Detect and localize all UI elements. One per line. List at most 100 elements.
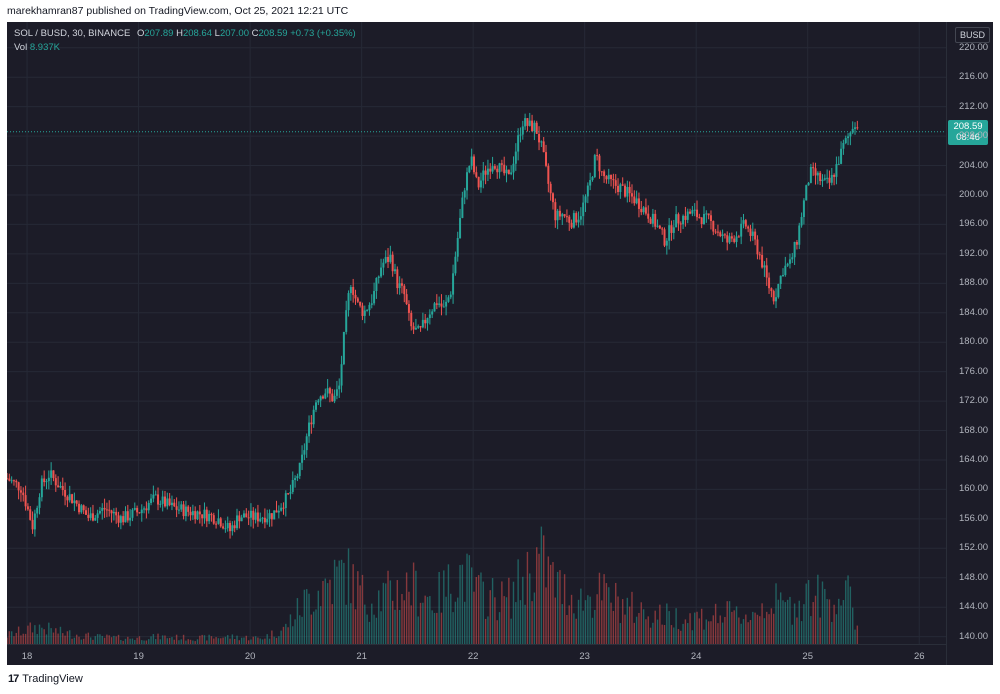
candle-body — [849, 132, 852, 137]
legend-high-label: H — [176, 28, 183, 39]
candle-body — [496, 168, 499, 173]
candle-body — [777, 283, 780, 298]
time-axis[interactable]: 18 19 20 21 22 23 24 25 26 — [7, 644, 946, 666]
candle-body — [558, 210, 561, 217]
volume-bar — [134, 639, 136, 644]
candle-body — [180, 504, 183, 510]
legend-volume-label[interactable]: Vol — [14, 42, 28, 53]
price-tick-label: 148.00 — [959, 571, 989, 583]
legend-symbol[interactable]: SOL / BUSD, 30, BINANCE — [14, 28, 131, 39]
volume-bar — [840, 605, 842, 644]
candle-body — [582, 202, 585, 217]
candle-body — [43, 478, 46, 483]
volume-bar — [575, 618, 577, 644]
volume-bar — [640, 602, 642, 644]
candle-body — [131, 509, 134, 518]
volume-bar — [206, 640, 208, 644]
volume-bar — [145, 640, 148, 644]
candle-body — [224, 528, 227, 530]
volume-bar — [763, 618, 766, 644]
volume-bar — [624, 614, 626, 644]
volume-bar — [826, 599, 828, 644]
price-plot[interactable] — [7, 22, 946, 644]
volume-bar — [670, 625, 673, 644]
volume-bar — [391, 600, 394, 644]
volume-bar — [470, 567, 473, 644]
candle-body — [428, 314, 431, 319]
candle-body — [737, 236, 740, 238]
candle-body — [802, 200, 805, 218]
volume-bar — [34, 625, 36, 644]
volume-bar — [294, 619, 296, 644]
volume-bar — [243, 637, 245, 644]
candle-body — [403, 285, 406, 295]
volume-bar — [770, 608, 773, 644]
candle-body — [468, 166, 471, 173]
volume-bar — [526, 551, 529, 644]
candle-body — [630, 193, 633, 197]
chart-area[interactable]: SOL / BUSD, 30, BINANCE O207.89 H208.64 … — [7, 22, 993, 665]
volume-bar — [659, 604, 661, 644]
currency-button[interactable]: BUSD — [955, 27, 991, 43]
candle-body — [68, 494, 71, 501]
volume-bar — [680, 630, 682, 644]
candle-body — [747, 226, 750, 229]
candle-body — [236, 515, 239, 529]
candle-body — [628, 186, 631, 194]
candle-body — [675, 214, 678, 228]
candle-body — [71, 494, 74, 504]
volume-bar — [691, 630, 694, 644]
legend-high-value: 208.64 — [182, 28, 212, 39]
volume-bar — [185, 640, 187, 644]
candle-body — [640, 208, 643, 213]
price-tick-label: 220.00 — [959, 41, 989, 53]
volume-bar — [687, 623, 689, 644]
volume-bar — [89, 637, 92, 644]
tradingview-logo[interactable]: 17 TradingView — [8, 673, 83, 685]
candle-body — [586, 185, 589, 197]
volume-bar — [66, 631, 69, 644]
volume-bar — [154, 639, 157, 644]
candle-body — [24, 495, 27, 507]
candle-body — [554, 202, 557, 221]
volume-bar — [285, 623, 287, 644]
price-axis[interactable]: BUSD 208.59 08:46 220.00 216.00 212.00 208.… — [946, 22, 994, 665]
volume-bar — [366, 614, 368, 644]
volume-bar — [129, 638, 131, 644]
volume-bar — [668, 611, 670, 644]
candle-body — [138, 512, 141, 514]
volume-bar — [626, 597, 629, 644]
volume-bar — [617, 596, 619, 644]
footer-bar: 17 TradingView — [0, 665, 1000, 694]
candle-body — [145, 508, 148, 511]
candle-body — [10, 480, 13, 482]
volume-bar — [800, 621, 803, 644]
volume-bar — [591, 617, 594, 644]
candle-body — [837, 163, 840, 165]
candle-body — [498, 163, 501, 173]
candle-body — [170, 502, 173, 506]
volume-bar — [700, 608, 703, 644]
volume-bar — [789, 596, 791, 644]
candle-body — [635, 198, 638, 204]
candle-body — [312, 409, 315, 425]
volume-bar — [452, 612, 454, 644]
volume-bar — [315, 609, 317, 644]
volume-bar — [208, 634, 210, 644]
candle-body — [828, 177, 831, 183]
candle-body — [654, 213, 657, 227]
candle-body — [189, 511, 192, 516]
candle-body — [375, 278, 378, 292]
volume-bar — [82, 638, 85, 644]
volume-bar — [457, 597, 459, 644]
candle-body — [349, 287, 352, 294]
volume-bar — [138, 636, 141, 644]
candle-body — [112, 511, 115, 514]
volume-bar — [854, 629, 856, 644]
legend-open-label: O — [136, 28, 145, 39]
volume-bar — [352, 564, 354, 644]
volume-bar — [463, 601, 466, 644]
candle-body — [424, 319, 427, 324]
volume-bar — [329, 579, 331, 644]
volume-bar — [779, 592, 782, 644]
